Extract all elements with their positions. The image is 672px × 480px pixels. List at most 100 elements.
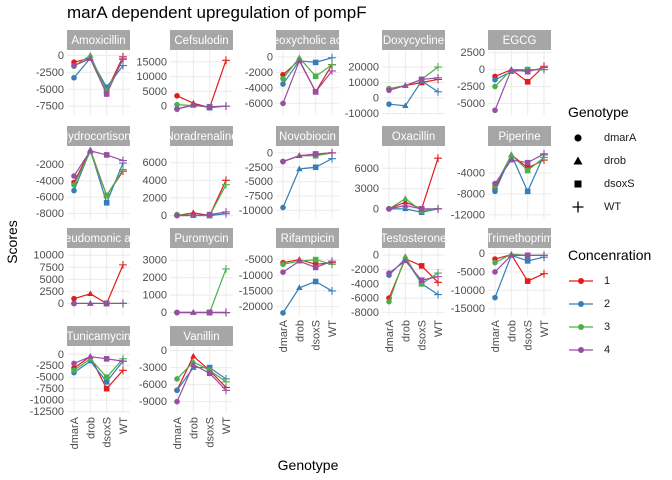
facet-strip [170, 126, 233, 146]
facet-strip [488, 228, 551, 248]
data-point [119, 54, 127, 63]
series-line [494, 153, 545, 187]
data-point [206, 104, 213, 110]
facet-title: Deoxycholic acid [264, 35, 350, 47]
data-point [71, 74, 77, 81]
data-point [222, 377, 230, 386]
y-tick-label: 6000 [355, 163, 379, 175]
legend-item-conc-4: 4 [568, 342, 672, 358]
series-line [282, 260, 333, 273]
facet-panel: Rifampicin -5000 -10000 -15000 -20000 dmarA dr… [239, 228, 339, 352]
x-tick-label: dsoxS [523, 320, 535, 351]
data-point [206, 370, 213, 377]
y-tick-label: -10000 [30, 395, 64, 407]
data-point [508, 156, 515, 163]
data-point [524, 278, 531, 284]
y-tick-label: 7500 [40, 262, 64, 274]
data-point [222, 102, 230, 111]
y-tick-label: 0 [373, 203, 379, 215]
data-point [280, 100, 286, 107]
data-point [103, 300, 110, 307]
x-tick-label: WT [118, 417, 130, 434]
data-point [71, 295, 77, 302]
data-point [524, 79, 531, 85]
data-point [386, 270, 392, 276]
series-line [494, 153, 545, 184]
data-point [296, 57, 303, 64]
y-tick-label: -10000 [451, 285, 485, 297]
series-line [73, 150, 124, 177]
data-point [508, 66, 515, 72]
facet-strip [67, 228, 130, 248]
data-point [312, 151, 319, 157]
y-tick-label: -3000 [139, 362, 167, 374]
data-point [434, 272, 442, 281]
data-point [87, 52, 94, 58]
y-tick-label: -8000 [457, 188, 485, 200]
data-point [386, 206, 392, 212]
facet-panel: Puromycin 3000 2000 1000 0 [143, 228, 233, 319]
data-point [434, 204, 442, 213]
data-point [87, 300, 94, 306]
series-line [389, 208, 439, 213]
data-point [87, 147, 94, 154]
x-tick-label: drob [85, 417, 97, 439]
data-point [174, 309, 180, 316]
data-point [402, 102, 409, 108]
data-point [206, 309, 213, 316]
data-point [71, 300, 77, 307]
legend-label: 2 [604, 298, 611, 310]
y-tick-label: -7500 [245, 191, 273, 203]
data-point [312, 73, 319, 80]
y-tick-label: -2500 [36, 67, 64, 79]
y-tick-label: -5000 [457, 98, 485, 110]
square-icon [574, 180, 582, 188]
y-tick-label: 4000 [143, 175, 167, 187]
y-tick-label: -15000 [451, 303, 485, 315]
series-line [176, 366, 227, 391]
data-point [312, 264, 319, 271]
data-point [508, 151, 515, 158]
facet-title: Tunicamycin [66, 331, 130, 343]
data-point [524, 68, 531, 75]
y-tick-label: 5000 [143, 86, 167, 98]
facet-strip [276, 126, 339, 146]
y-tick-label: 0 [58, 298, 64, 310]
data-point [119, 165, 127, 174]
data-point [87, 290, 94, 297]
y-tick-label: -5000 [457, 266, 485, 278]
data-point [71, 62, 77, 69]
facet-title: Vanillin [183, 331, 219, 343]
data-point [190, 358, 197, 365]
data-point [296, 284, 303, 291]
data-point [222, 308, 230, 317]
data-point [540, 269, 548, 278]
data-point [328, 287, 336, 295]
series-line [388, 66, 439, 90]
facet-title: Oxacillin [392, 131, 435, 143]
data-point [508, 251, 515, 258]
data-point [222, 180, 230, 189]
data-point [312, 88, 319, 95]
data-point [328, 66, 336, 75]
data-point [312, 256, 319, 263]
data-point [103, 356, 110, 362]
legend-label: 3 [604, 321, 611, 333]
facet-panel: Piperine -4000 -8000 -12000 [451, 126, 551, 221]
series-line [388, 80, 439, 107]
data-point [418, 263, 425, 269]
data-point [434, 63, 442, 71]
data-point [386, 298, 392, 305]
x-tick-label: drob [400, 320, 412, 342]
y-tick-label: -7500 [36, 383, 64, 395]
legend-color-title: Concenration [568, 247, 652, 263]
y-tick-label: -2000 [351, 264, 379, 276]
y-tick-label: 6000 [143, 157, 167, 169]
series-line [176, 355, 227, 391]
series-line [282, 59, 333, 104]
y-tick-label: -15000 [239, 285, 273, 297]
data-point [174, 398, 180, 405]
data-point [434, 154, 442, 163]
legend-label: 1 [604, 275, 611, 287]
